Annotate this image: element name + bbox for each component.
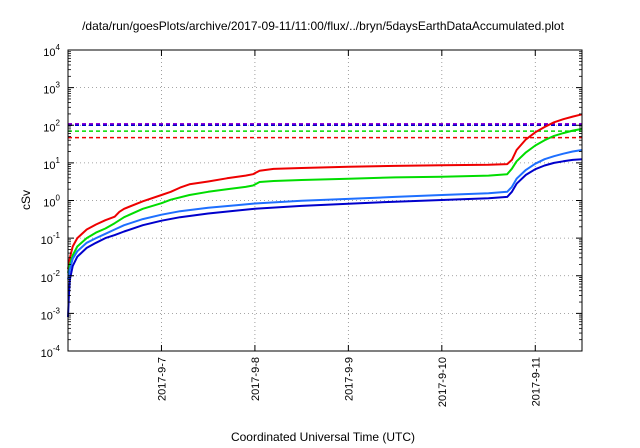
x-tick-label: 2017-9-10 <box>437 357 449 407</box>
threshold-lines <box>68 122 582 139</box>
x-tick-label: 2017-9-7 <box>156 357 168 401</box>
y-tick-label: 10-3 <box>41 306 61 322</box>
y-tick-label: 100 <box>43 194 60 210</box>
x-tick-label: 2017-9-8 <box>250 357 262 401</box>
y-tick-label: 102 <box>43 118 60 134</box>
y-axis-ticks: 10-4 10-3 10-2 10-1 100 101 102 103 104 <box>41 43 582 360</box>
chart-title: /data/run/goesPlots/archive/2017-09-11/1… <box>82 19 565 33</box>
x-tick-label: 2017-9-9 <box>343 357 355 401</box>
y-tick-label: 103 <box>43 81 60 97</box>
y-tick-label: 101 <box>43 156 60 172</box>
series-line <box>67 127 583 274</box>
series-line <box>67 113 583 270</box>
series-line <box>67 149 583 280</box>
x-axis-label: Coordinated Universal Time (UTC) <box>231 430 415 444</box>
y-tick-label: 10-4 <box>41 344 61 360</box>
series-line <box>67 158 583 318</box>
series-lines <box>67 113 583 318</box>
y-axis-label: cSv <box>19 190 33 210</box>
y-tick-label: 10-2 <box>41 269 61 285</box>
x-axis-ticks: 2017-9-7 2017-9-8 2017-9-9 2017-9-10 2017-9-… <box>156 50 542 407</box>
y-tick-label: 104 <box>43 43 60 59</box>
x-tick-label: 2017-9-11 <box>530 357 542 406</box>
y-tick-label: 10-1 <box>41 231 61 247</box>
